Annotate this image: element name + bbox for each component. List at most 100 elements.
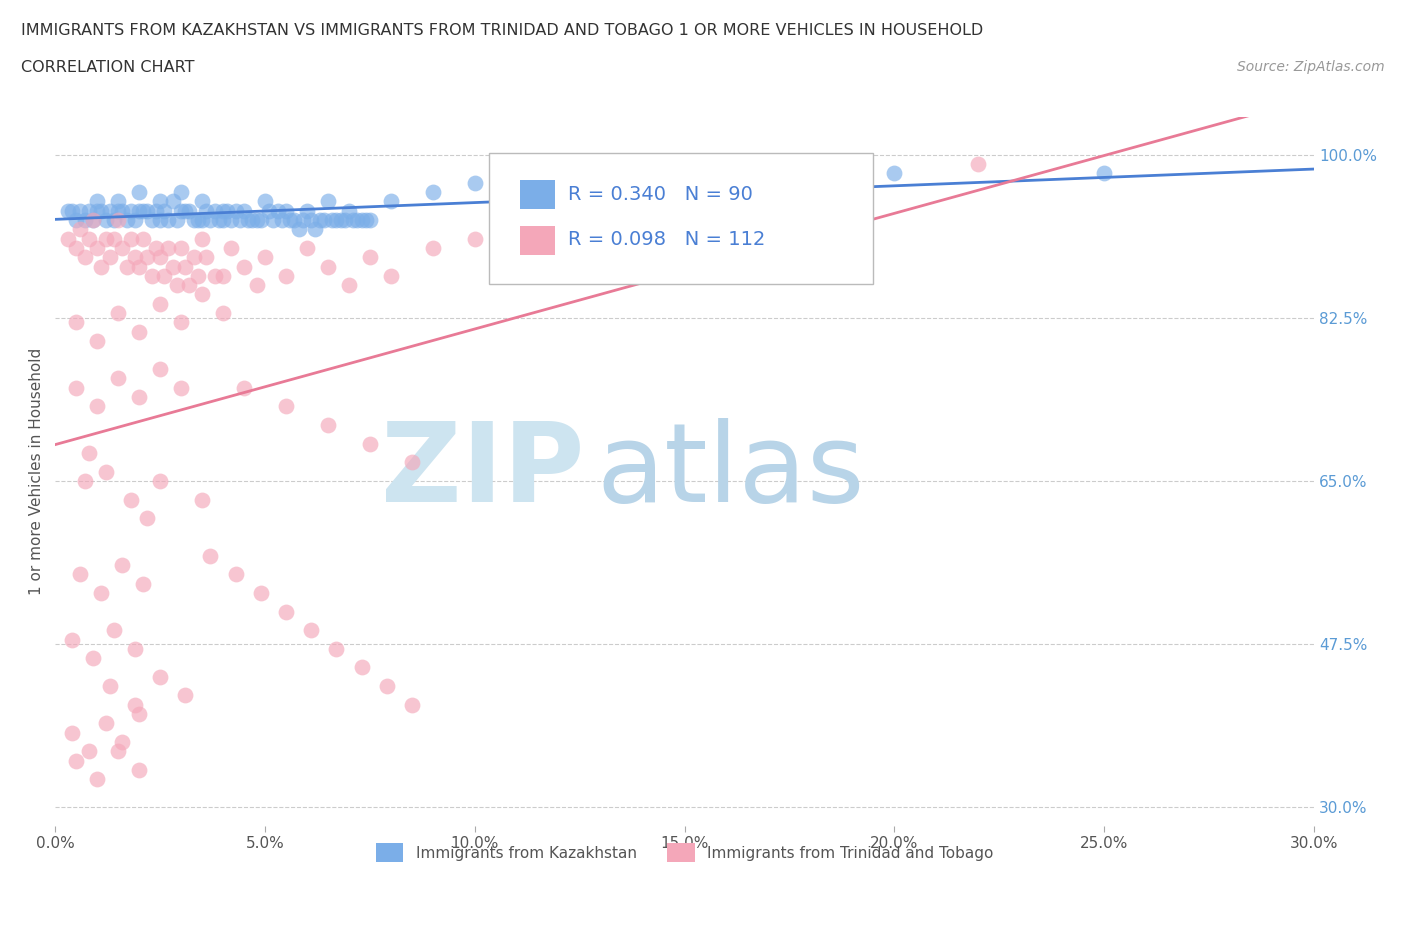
Point [316,259,339,274]
Bar [520,179,555,209]
Point [295,203,318,218]
Point [136,203,159,218]
Point [111,735,134,750]
Point [295,241,318,256]
Point [187,212,209,227]
Text: R = 0.098   N = 112: R = 0.098 N = 112 [568,231,765,249]
Point [274,604,297,619]
Bar [520,226,555,256]
Point [337,203,360,218]
Point [299,623,322,638]
Point [229,212,252,227]
Point [170,203,193,218]
Point [103,212,125,227]
Point [128,707,150,722]
Point [246,278,269,293]
Point [225,566,247,581]
Text: atlas: atlas [596,418,865,525]
Point [174,259,197,274]
Point [56,203,79,218]
Point [204,269,226,284]
Point [124,642,146,657]
Point [212,269,235,284]
Point [337,278,360,293]
Point [673,250,696,265]
Point [242,212,264,227]
Point [217,203,239,218]
Point [312,212,335,227]
Text: Source: ZipAtlas.com: Source: ZipAtlas.com [1237,60,1385,74]
Point [350,660,373,675]
Point [162,259,184,274]
Point [257,203,280,218]
Point [1092,166,1115,180]
Text: ZIP: ZIP [381,418,583,525]
Point [191,287,214,302]
Point [166,278,188,293]
Point [149,473,172,488]
Point [60,632,83,647]
Point [86,203,108,218]
Point [354,212,377,227]
Point [77,203,100,218]
Point [329,212,352,227]
Point [86,193,108,208]
Point [82,212,104,227]
Point [120,231,142,246]
Point [631,184,654,199]
Point [132,203,155,218]
Point [191,231,214,246]
Point [359,250,381,265]
Point [174,688,197,703]
Point [249,212,271,227]
Point [65,380,87,395]
Point [187,269,209,284]
Point [321,212,343,227]
Point [141,212,163,227]
Point [350,212,373,227]
Point [174,203,197,218]
Point [212,203,235,218]
Point [246,212,269,227]
Point [274,399,297,414]
Point [128,390,150,405]
Point [136,511,159,525]
FancyBboxPatch shape [489,153,873,284]
Point [191,193,214,208]
Point [98,250,121,265]
Text: R = 0.340   N = 90: R = 0.340 N = 90 [568,185,752,204]
Point [82,651,104,666]
Point [115,212,138,227]
Point [90,586,112,601]
Point [69,203,91,218]
Point [157,241,180,256]
Point [212,212,235,227]
Point [111,557,134,572]
Point [464,231,486,246]
Point [94,464,117,479]
Point [94,231,117,246]
Point [179,203,201,218]
Point [208,212,231,227]
Text: CORRELATION CHART: CORRELATION CHART [21,60,194,75]
Point [380,193,402,208]
Point [73,212,96,227]
Point [221,212,243,227]
Point [90,259,112,274]
Point [238,212,260,227]
Point [422,184,444,199]
Point [283,212,305,227]
Point [60,203,83,218]
Point [56,231,79,246]
Point [86,399,108,414]
Point [166,212,188,227]
Point [145,241,167,256]
Point [111,241,134,256]
Point [98,203,121,218]
Point [124,698,146,712]
Point [291,212,314,227]
Point [162,193,184,208]
Point [124,250,146,265]
Point [359,436,381,451]
Point [506,221,529,236]
